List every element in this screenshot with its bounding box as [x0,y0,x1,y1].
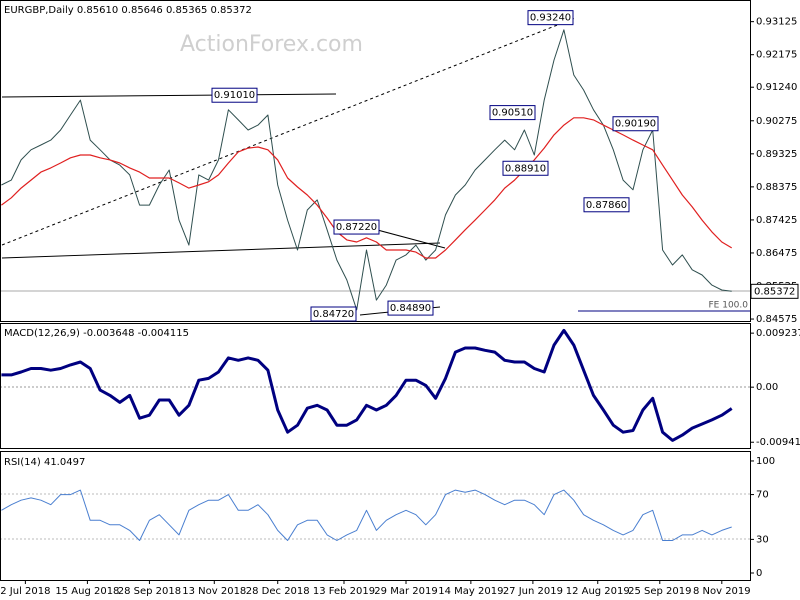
y-tick-label: 0.00 [756,382,778,393]
y-tick-label: 30 [756,534,769,545]
macd-panel [0,323,751,449]
x-tick-label: 2 Jul 2018 [0,586,50,597]
y-tick-label: 0.86475 [756,248,797,259]
trend-line [1,242,441,259]
y-tick-label: 0.89325 [756,149,797,160]
x-tick-label: 13 Feb 2019 [313,586,375,597]
y-tick-label: 0.88375 [756,182,797,193]
y-tick-label: 0.84575 [756,314,797,325]
level-box [583,197,630,213]
x-tick-label: 28 Sep 2018 [118,586,181,597]
level-label: 0.84890 [390,303,431,314]
level-label: 0.90190 [615,119,656,130]
x-tick-label: 28 Dec 2018 [246,586,310,597]
y-tick-label: 100 [756,456,775,467]
trend-line [1,93,337,98]
level-label: 0.87220 [336,222,377,233]
price-panel [0,0,751,322]
trend-line [369,227,446,249]
y-tick-label: 0 [756,568,762,579]
x-tick-label: 13 Nov 2018 [182,586,246,597]
x-tick-label: 27 Jun 2019 [503,586,563,597]
trend-line [1,17,576,246]
rsi-title: RSI(14) 41.0497 [4,457,85,468]
level-box [489,105,536,121]
level-label: 0.91010 [214,90,255,101]
watermark: ActionForex.com [180,32,363,57]
last-price-box [750,283,799,299]
x-tick-label: 12 Aug 2019 [566,586,630,597]
series-line [1,117,733,259]
level-label: 0.90510 [492,108,533,119]
level-box [387,300,434,316]
x-tick-label: 8 Nov 2019 [693,586,751,597]
x-tick-label: 29 Mar 2019 [374,586,437,597]
level-label: 0.93240 [530,13,571,24]
y-tick-label: 0.92175 [756,50,797,61]
level-label: 0.87860 [586,200,627,211]
level-box [612,116,659,132]
y-tick-label: 0.87425 [756,215,797,226]
level-label: 0.84720 [313,309,354,320]
macd-title: MACD(12,26,9) -0.003648 -0.004115 [4,328,189,339]
y-tick-label: -0.009413 [756,437,800,448]
x-tick-label: 25 Sep 2019 [628,586,691,597]
x-tick-label: 15 Aug 2018 [55,586,119,597]
level-box [502,160,549,176]
y-tick-label: 0.009237 [756,328,800,339]
level-box [310,306,357,322]
level-box [333,219,380,235]
y-tick-label: 0.90275 [756,116,797,127]
level-label: 0.88910 [505,163,546,174]
level-box [211,87,258,103]
y-tick-label: 0.91240 [756,82,797,93]
series-line [1,29,732,311]
fe-label: FE 100.0 [709,301,749,311]
last-price-label: 0.85372 [754,286,795,297]
x-tick-label: 14 May 2019 [438,586,503,597]
rsi-panel [0,451,751,581]
level-box [527,10,574,26]
y-tick-label: 70 [756,490,769,501]
chart-title: EURGBP,Daily 0.85610 0.85646 0.85365 0.8… [4,5,252,16]
y-tick-label: 0.93125 [756,17,797,28]
series-line [1,328,733,442]
series-line [1,489,732,541]
